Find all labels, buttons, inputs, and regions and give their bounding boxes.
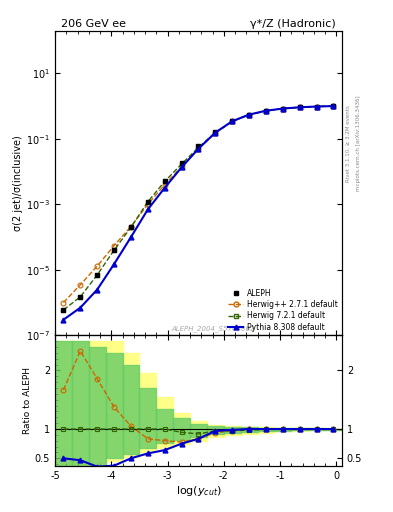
- Text: ALEPH_2004_S5765862: ALEPH_2004_S5765862: [171, 326, 255, 332]
- Text: 206 GeV ee: 206 GeV ee: [61, 19, 126, 29]
- Y-axis label: σ(2 jet)/σ(inclusive): σ(2 jet)/σ(inclusive): [13, 135, 24, 231]
- Text: γ*/Z (Hadronic): γ*/Z (Hadronic): [250, 19, 336, 29]
- X-axis label: log($y_{cut}$): log($y_{cut}$): [176, 483, 221, 498]
- Text: mcplots.cern.ch [arXiv:1306.3436]: mcplots.cern.ch [arXiv:1306.3436]: [356, 96, 361, 191]
- Text: Rivet 3.1.10, ≥ 3.2M events: Rivet 3.1.10, ≥ 3.2M events: [346, 105, 351, 182]
- Y-axis label: Ratio to ALEPH: Ratio to ALEPH: [23, 367, 32, 434]
- Legend: ALEPH, Herwig++ 2.7.1 default, Herwig 7.2.1 default, Pythia 8.308 default: ALEPH, Herwig++ 2.7.1 default, Herwig 7.…: [228, 289, 338, 332]
